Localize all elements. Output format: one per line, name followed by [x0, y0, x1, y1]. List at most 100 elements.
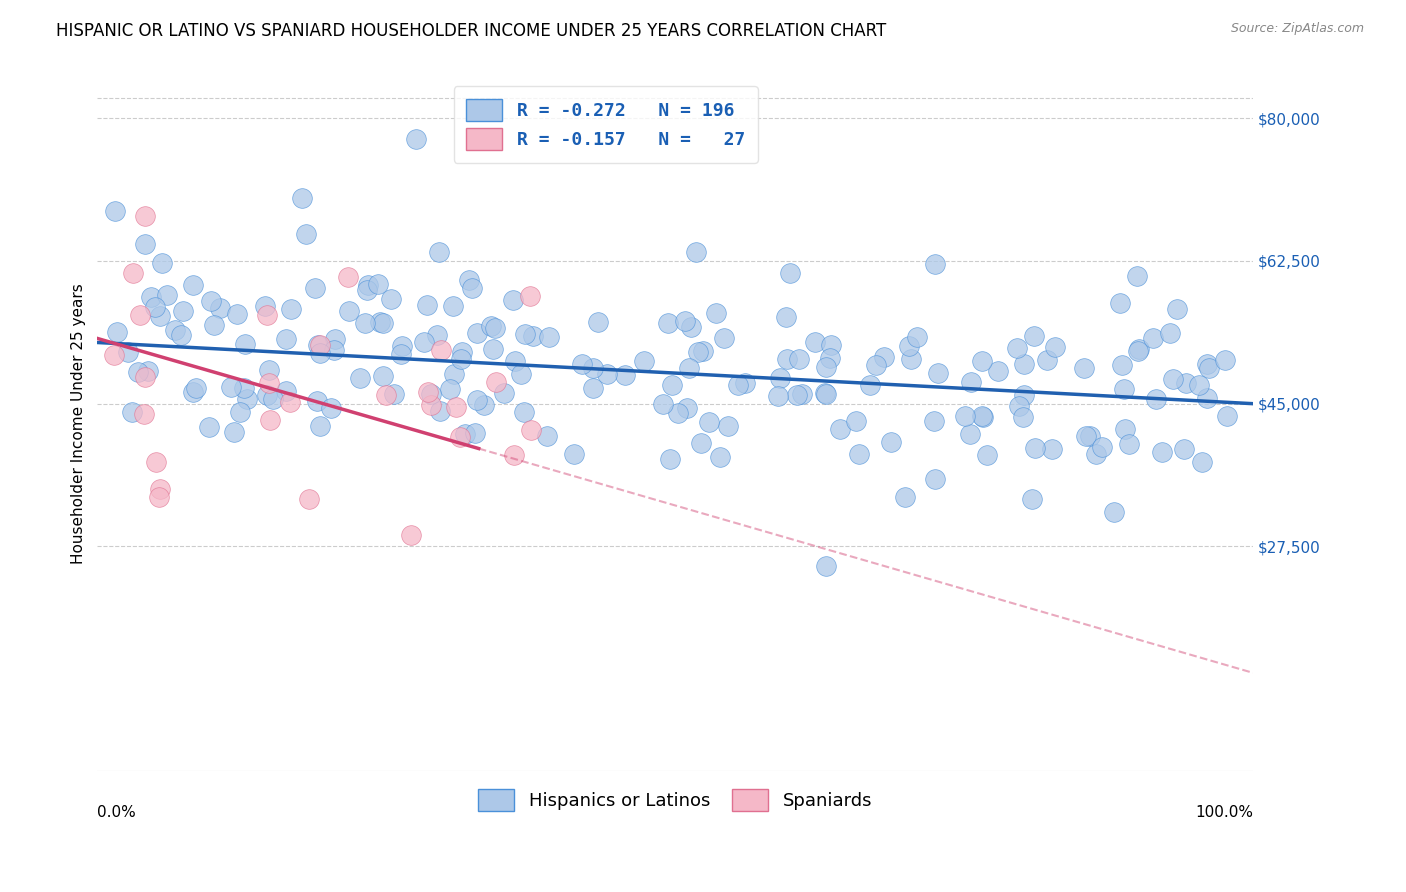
- Point: [1078, 429, 1101, 443]
- Point: [717, 419, 740, 434]
- Point: [536, 428, 558, 442]
- Point: [515, 326, 537, 341]
- Point: [972, 409, 994, 424]
- Point: [278, 395, 301, 409]
- Point: [416, 384, 439, 399]
- Point: [1073, 361, 1095, 376]
- Point: [184, 381, 207, 395]
- Point: [208, 301, 231, 316]
- Point: [305, 394, 328, 409]
- Point: [880, 434, 903, 449]
- Point: [1114, 422, 1136, 436]
- Point: [449, 430, 471, 444]
- Point: [571, 357, 593, 371]
- Point: [709, 450, 731, 464]
- Point: [1191, 455, 1213, 469]
- Point: [219, 380, 242, 394]
- Point: [766, 389, 789, 403]
- Y-axis label: Householder Income Under 25 years: Householder Income Under 25 years: [72, 284, 86, 565]
- Point: [295, 227, 318, 241]
- Point: [953, 409, 976, 423]
- Point: [148, 490, 170, 504]
- Point: [614, 368, 637, 382]
- Point: [446, 401, 468, 415]
- Point: [1197, 357, 1219, 371]
- Point: [450, 352, 472, 367]
- Point: [924, 257, 946, 271]
- Point: [391, 339, 413, 353]
- Point: [776, 352, 799, 367]
- Point: [713, 331, 735, 345]
- Point: [1174, 376, 1197, 391]
- Point: [927, 366, 949, 380]
- Point: [1118, 437, 1140, 451]
- Point: [170, 327, 193, 342]
- Text: 0.0%: 0.0%: [97, 805, 136, 821]
- Point: [198, 420, 221, 434]
- Point: [633, 353, 655, 368]
- Point: [443, 367, 465, 381]
- Point: [371, 368, 394, 383]
- Point: [1150, 444, 1173, 458]
- Point: [413, 335, 436, 350]
- Point: [253, 299, 276, 313]
- Point: [451, 345, 474, 359]
- Point: [972, 410, 994, 425]
- Point: [136, 364, 159, 378]
- Point: [349, 371, 371, 385]
- Point: [427, 245, 450, 260]
- Point: [336, 270, 359, 285]
- Point: [458, 273, 481, 287]
- Point: [727, 377, 749, 392]
- Point: [820, 338, 842, 352]
- Point: [865, 358, 887, 372]
- Point: [465, 392, 488, 407]
- Point: [520, 423, 543, 437]
- Point: [1125, 269, 1147, 284]
- Point: [1012, 409, 1035, 424]
- Point: [257, 376, 280, 390]
- Point: [686, 345, 709, 359]
- Point: [257, 362, 280, 376]
- Point: [156, 288, 179, 302]
- Point: [522, 328, 544, 343]
- Point: [1043, 340, 1066, 354]
- Point: [105, 325, 128, 339]
- Point: [309, 418, 332, 433]
- Point: [1128, 342, 1150, 356]
- Point: [681, 319, 703, 334]
- Point: [1102, 505, 1125, 519]
- Legend: Hispanics or Latinos, Spaniards: Hispanics or Latinos, Spaniards: [465, 777, 884, 824]
- Point: [389, 347, 412, 361]
- Point: [1161, 372, 1184, 386]
- Point: [143, 300, 166, 314]
- Point: [661, 377, 683, 392]
- Point: [134, 209, 156, 223]
- Point: [337, 304, 360, 318]
- Point: [894, 490, 917, 504]
- Point: [134, 370, 156, 384]
- Point: [134, 237, 156, 252]
- Point: [229, 404, 252, 418]
- Point: [104, 204, 127, 219]
- Point: [1195, 391, 1218, 405]
- Point: [464, 426, 486, 441]
- Point: [1112, 383, 1135, 397]
- Point: [150, 256, 173, 270]
- Point: [1188, 377, 1211, 392]
- Point: [467, 326, 489, 341]
- Point: [181, 278, 204, 293]
- Point: [426, 328, 449, 343]
- Point: [420, 398, 443, 412]
- Point: [658, 452, 681, 467]
- Point: [259, 413, 281, 427]
- Point: [1091, 440, 1114, 454]
- Point: [494, 386, 516, 401]
- Point: [357, 277, 380, 292]
- Point: [439, 382, 461, 396]
- Point: [309, 346, 332, 360]
- Point: [420, 387, 443, 401]
- Point: [502, 293, 524, 307]
- Point: [304, 281, 326, 295]
- Point: [960, 375, 983, 389]
